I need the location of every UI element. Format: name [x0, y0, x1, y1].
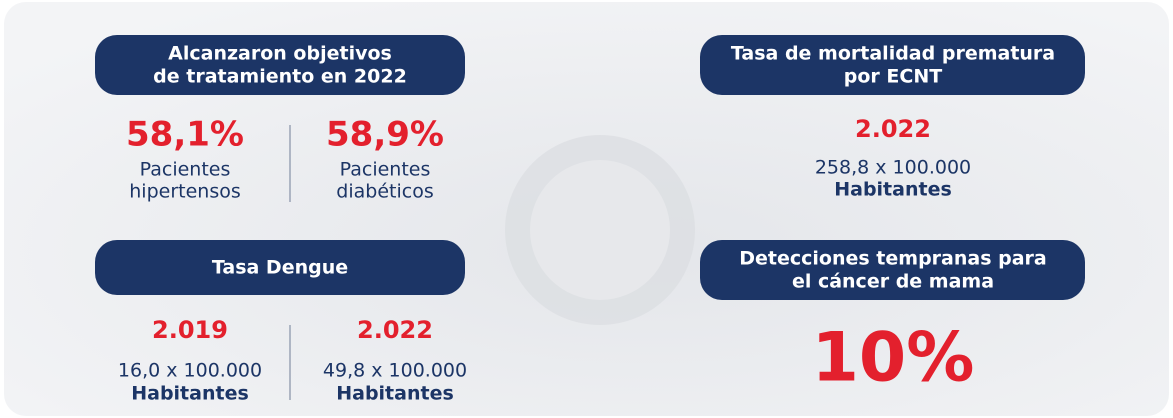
stat-label: 49,8 x 100.000 [323, 360, 467, 382]
stat-value: 58,9% [326, 115, 444, 155]
stat-label: Pacientes [140, 159, 231, 181]
stat-value: 10% [812, 319, 975, 398]
stat-value: 2.022 [357, 316, 433, 344]
stat-label: diabéticos [336, 181, 433, 203]
panel-title: de tratamiento en 2022 [153, 66, 407, 88]
panel-title: el cáncer de mama [792, 271, 994, 293]
stat-value: 2.019 [152, 316, 228, 344]
panel-title: por ECNT [844, 66, 942, 88]
panel-title: Alcanzaron objetivos [168, 43, 392, 65]
panel-title: Tasa de mortalidad prematura [731, 43, 1055, 65]
infographic: Alcanzaron objetivos de tratamiento en 2… [0, 0, 1173, 418]
panel-title: Detecciones tempranas para [739, 248, 1047, 270]
stat-label: Pacientes [340, 159, 431, 181]
stat-label: Habitantes [834, 179, 952, 201]
virus-decoration [530, 160, 670, 300]
panel-title: Tasa Dengue [212, 257, 348, 279]
stat-value: 58,1% [126, 115, 244, 155]
stat-label: Habitantes [336, 383, 454, 405]
stat-label: 258,8 x 100.000 [815, 157, 971, 179]
stat-label: hipertensos [129, 181, 241, 203]
stat-label: Habitantes [131, 383, 249, 405]
stat-value: 2.022 [855, 115, 931, 143]
stat-label: 16,0 x 100.000 [118, 360, 262, 382]
